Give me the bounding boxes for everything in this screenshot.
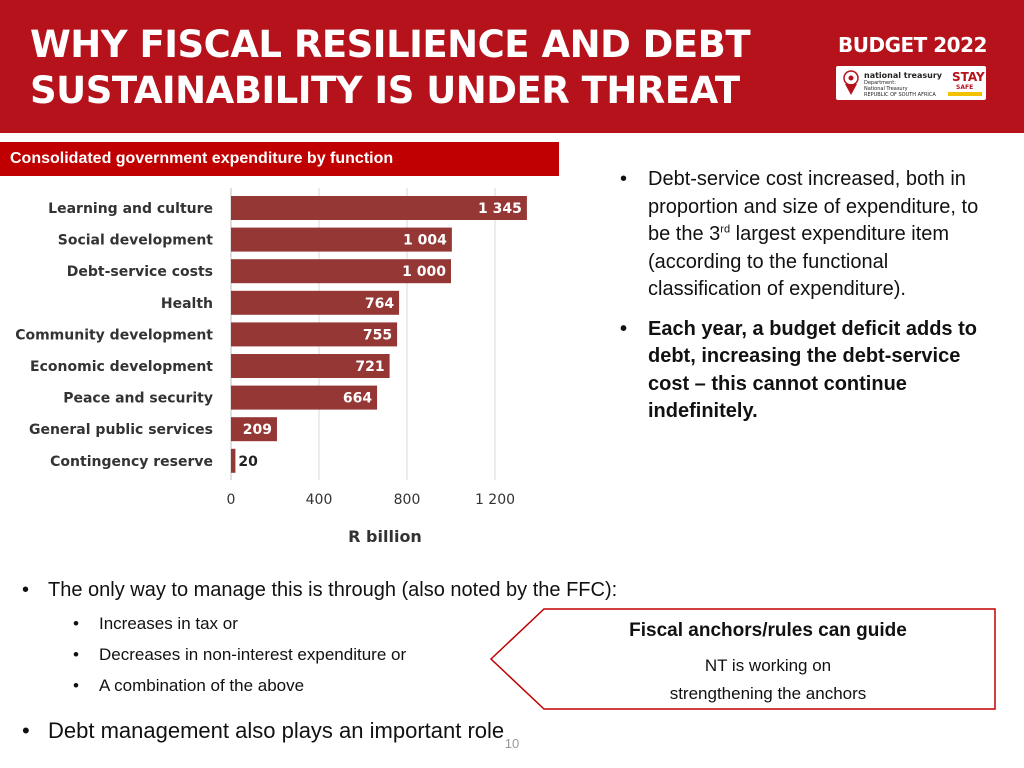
bar bbox=[231, 322, 398, 347]
stay-safe-logo: STAY SAFE bbox=[948, 70, 985, 96]
logo-strip: national treasury Department: National T… bbox=[836, 66, 996, 102]
data-label: 721 bbox=[355, 359, 384, 375]
category-label: Social development bbox=[58, 233, 214, 249]
callout-arrow-shape bbox=[489, 608, 996, 710]
data-label: 764 bbox=[365, 296, 394, 312]
category-label: Learning and culture bbox=[48, 201, 213, 217]
bar bbox=[231, 227, 452, 252]
category-label: Debt-service costs bbox=[67, 264, 213, 280]
coat-of-arms-icon bbox=[843, 70, 859, 95]
callout-line-2: strengthening the anchors bbox=[669, 684, 867, 703]
bar bbox=[231, 259, 451, 284]
callout-body: NT is working on strengthening the ancho… bbox=[548, 652, 988, 708]
bullet-budget-deficit: Each year, a budget deficit adds to debt… bbox=[616, 316, 991, 426]
data-label: 209 bbox=[243, 422, 272, 438]
category-label: General public services bbox=[29, 422, 213, 438]
callout-title: Fiscal anchors/rules can guide bbox=[629, 620, 907, 641]
data-label: 20 bbox=[238, 454, 258, 470]
bar bbox=[231, 448, 236, 473]
data-label: 1 004 bbox=[403, 233, 447, 249]
category-label: Health bbox=[161, 296, 213, 312]
category-label: Peace and security bbox=[63, 391, 213, 407]
logo-box: national treasury Department: National T… bbox=[836, 66, 986, 100]
x-axis-title: R billion bbox=[348, 527, 422, 546]
data-label: 1 345 bbox=[478, 201, 522, 217]
callout-line-1: NT is working on bbox=[704, 656, 832, 675]
national-treasury-logo: national treasury Department: National T… bbox=[864, 71, 942, 98]
title-line-2: SUSTAINABILITY IS UNDER THREAT bbox=[30, 69, 740, 112]
bottom-bullet-list: The only way to manage this is through (… bbox=[20, 576, 740, 745]
bullet-debt-management: Debt management also plays an important … bbox=[20, 717, 740, 745]
category-label: Economic development bbox=[30, 359, 213, 375]
category-label: Community development bbox=[15, 327, 213, 343]
right-bullet-list: Debt-service cost increased, both in pro… bbox=[616, 166, 991, 426]
bar bbox=[231, 196, 527, 220]
bar bbox=[231, 290, 400, 315]
bullet-manage: The only way to manage this is through (… bbox=[20, 576, 740, 604]
x-tick-label: 1 200 bbox=[475, 492, 515, 508]
chart-svg: 0 400 800 1 200 Learning and culture 1 345 Soc… bbox=[15, 188, 527, 546]
x-tick-label: 400 bbox=[306, 492, 333, 508]
callout-box: Fiscal anchors/rules can guide NT is wor… bbox=[488, 608, 998, 710]
data-label: 1 000 bbox=[402, 264, 446, 280]
bullet-debt-service: Debt-service cost increased, both in pro… bbox=[616, 166, 991, 304]
sub-bullet-tax: Increases in tax or bbox=[20, 608, 740, 639]
bar bbox=[231, 354, 390, 378]
budget-2022-logo: BUDGET 2022 bbox=[838, 33, 987, 57]
header-banner: WHY FISCAL RESILIENCE AND DEBT SUSTAINAB… bbox=[0, 0, 1024, 133]
page-number: 10 bbox=[504, 736, 520, 751]
data-label: 664 bbox=[343, 391, 372, 407]
bar bbox=[231, 385, 378, 410]
category-label: Contingency reserve bbox=[50, 454, 213, 470]
title-line-1: WHY FISCAL RESILIENCE AND DEBT bbox=[30, 23, 751, 66]
data-label: 755 bbox=[363, 327, 392, 343]
bar bbox=[231, 417, 277, 442]
slide-title: WHY FISCAL RESILIENCE AND DEBT SUSTAINAB… bbox=[30, 22, 790, 114]
expenditure-bar-chart: 0 400 800 1 200 Learning and culture 1 345 Soc… bbox=[0, 186, 560, 556]
x-tick-label: 800 bbox=[394, 492, 421, 508]
sub-bullet-combination: A combination of the above bbox=[20, 670, 740, 701]
x-tick-label: 0 bbox=[227, 492, 236, 508]
sub-bullet-expenditure: Decreases in non-interest expenditure or bbox=[20, 639, 740, 670]
chart-label-banner: Consolidated government expenditure by f… bbox=[0, 142, 559, 176]
